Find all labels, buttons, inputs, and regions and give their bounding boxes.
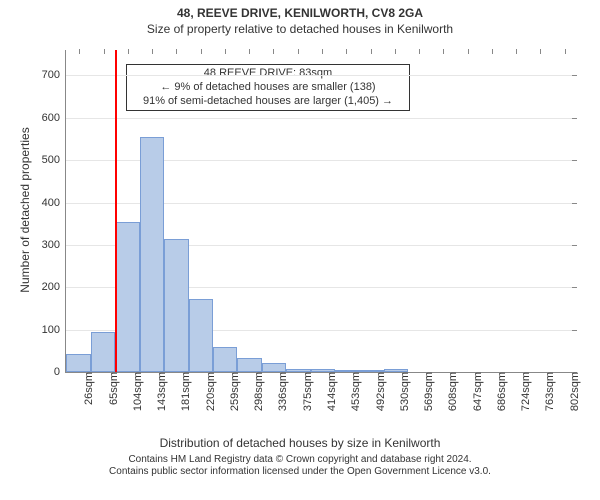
histogram-bar	[66, 354, 91, 372]
chart-subtitle: Size of property relative to detached ho…	[0, 22, 600, 36]
chart-container: Number of detached properties 48 REEVE D…	[10, 42, 590, 432]
xtick-mark	[395, 49, 396, 54]
xtick-mark	[516, 49, 517, 54]
annotation-line3: 91% of semi-detached houses are larger (…	[133, 95, 403, 109]
credits: Contains HM Land Registry data © Crown c…	[0, 454, 600, 478]
ytick-mark	[572, 160, 577, 161]
ytick-label: 200	[42, 281, 66, 293]
ytick-label: 300	[42, 239, 66, 251]
ytick-label: 500	[42, 154, 66, 166]
ytick-label: 0	[54, 366, 66, 378]
histogram-bar	[115, 222, 139, 372]
xtick-mark	[322, 49, 323, 54]
xtick-label: 336sqm	[277, 372, 289, 411]
xtick-mark	[201, 49, 202, 54]
y-axis-label: Number of detached properties	[18, 110, 32, 310]
xtick-mark	[443, 49, 444, 54]
xtick-mark	[176, 49, 177, 54]
annotation-line1: 48 REEVE DRIVE: 83sqm	[133, 67, 403, 81]
xtick-mark	[152, 49, 153, 54]
xtick-mark	[225, 49, 226, 54]
histogram-bar	[91, 332, 115, 372]
histogram-bar	[140, 137, 164, 372]
ytick-mark	[572, 118, 577, 119]
xtick-mark	[565, 49, 566, 54]
xtick-label: 724sqm	[520, 372, 532, 411]
xtick-label: 763sqm	[544, 372, 556, 411]
xtick-label: 453sqm	[350, 372, 362, 411]
ytick-mark	[572, 75, 577, 76]
gridline	[66, 118, 576, 119]
histogram-bar	[189, 299, 213, 372]
xtick-label: 26sqm	[83, 372, 95, 405]
credits-line2: Contains public sector information licen…	[0, 466, 600, 478]
property-marker-line	[115, 50, 117, 372]
gridline	[66, 75, 576, 76]
plot-area: 48 REEVE DRIVE: 83sqm ← 9% of detached h…	[65, 50, 576, 373]
histogram-bar	[237, 358, 261, 372]
ytick-label: 400	[42, 197, 66, 209]
xtick-label: 492sqm	[375, 372, 387, 411]
ytick-mark	[572, 287, 577, 288]
xtick-mark	[419, 49, 420, 54]
xtick-label: 375sqm	[302, 372, 314, 411]
xtick-mark	[79, 49, 80, 54]
histogram-bar	[213, 347, 237, 372]
credits-line1: Contains HM Land Registry data © Crown c…	[0, 454, 600, 466]
xtick-label: 530sqm	[399, 372, 411, 411]
xtick-mark	[298, 49, 299, 54]
x-axis-label: Distribution of detached houses by size …	[0, 436, 600, 450]
xtick-mark	[371, 49, 372, 54]
ytick-label: 600	[42, 112, 66, 124]
xtick-label: 414sqm	[326, 372, 338, 411]
xtick-label: 686sqm	[496, 372, 508, 411]
xtick-label: 143sqm	[156, 372, 168, 411]
xtick-label: 647sqm	[472, 372, 484, 411]
annotation-line2: ← 9% of detached houses are smaller (138…	[133, 81, 403, 95]
xtick-mark	[273, 49, 274, 54]
xtick-mark	[540, 49, 541, 54]
ytick-label: 100	[42, 324, 66, 336]
xtick-mark	[128, 49, 129, 54]
xtick-label: 65sqm	[108, 372, 120, 405]
xtick-label: 802sqm	[569, 372, 581, 411]
xtick-mark	[104, 49, 105, 54]
xtick-label: 104sqm	[132, 372, 144, 411]
ytick-mark	[572, 245, 577, 246]
xtick-mark	[249, 49, 250, 54]
xtick-label: 259sqm	[229, 372, 241, 411]
ytick-label: 700	[42, 69, 66, 81]
xtick-label: 569sqm	[423, 372, 435, 411]
histogram-bar	[262, 363, 286, 372]
ytick-mark	[572, 330, 577, 331]
xtick-mark	[468, 49, 469, 54]
xtick-mark	[492, 49, 493, 54]
xtick-label: 181sqm	[180, 372, 192, 411]
ytick-mark	[572, 203, 577, 204]
xtick-mark	[346, 49, 347, 54]
histogram-bar	[164, 239, 188, 372]
xtick-label: 220sqm	[205, 372, 217, 411]
annotation-box: 48 REEVE DRIVE: 83sqm ← 9% of detached h…	[126, 64, 410, 111]
xtick-label: 298sqm	[253, 372, 265, 411]
xtick-label: 608sqm	[447, 372, 459, 411]
page-title: 48, REEVE DRIVE, KENILWORTH, CV8 2GA	[0, 6, 600, 20]
